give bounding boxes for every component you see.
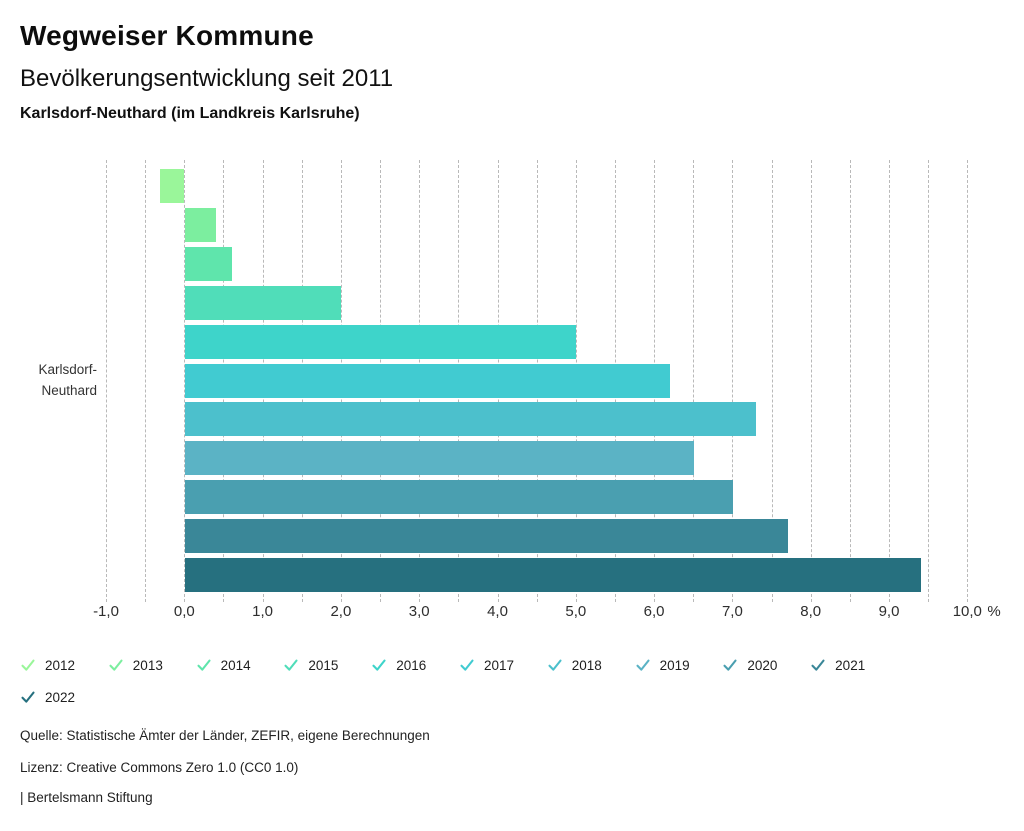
legend-row-2: 2022 — [20, 688, 108, 706]
legend-item-label: 2013 — [132, 657, 163, 673]
gridline — [145, 160, 147, 602]
legend-item-2017[interactable]: 2017 — [459, 657, 547, 673]
footer-attribution: | Bertelsmann Stiftung — [20, 790, 153, 805]
bar-2022 — [184, 558, 921, 592]
gridline — [849, 160, 851, 602]
legend-item-2012[interactable]: 2012 — [20, 657, 108, 673]
legend-row-1: 2012 2013 2014 2015 2016 2017 2018 2019 2020 2021 — [20, 656, 898, 674]
checkmark-icon — [197, 659, 211, 671]
legend-item-2022[interactable]: 2022 — [20, 689, 108, 705]
legend-item-label: 2015 — [308, 657, 339, 673]
legend-item-2019[interactable]: 2019 — [635, 657, 723, 673]
legend-item-2021[interactable]: 2021 — [810, 657, 898, 673]
x-tick-label: 8,0 — [800, 603, 822, 620]
checkmark-icon — [811, 659, 825, 671]
bar-2013 — [184, 207, 217, 242]
x-tick-label: 1,0 — [252, 603, 274, 620]
x-tick-label: 6,0 — [643, 603, 665, 620]
legend-item-label: 2017 — [483, 657, 515, 673]
legend-item-label: 2018 — [571, 657, 602, 673]
x-tick-label: 3,0 — [408, 603, 430, 620]
checkmark-icon — [548, 659, 562, 671]
legend-item-2013[interactable]: 2013 — [108, 657, 196, 673]
legend-item-label: 2019 — [659, 657, 690, 673]
bar-2017 — [184, 363, 671, 398]
legend-item-label: 2012 — [45, 657, 76, 673]
checkmark-icon — [636, 659, 650, 671]
gridline — [732, 160, 734, 602]
footer-source: Quelle: Statistische Ämter der Länder, Z… — [20, 728, 430, 743]
legend-item-label: 2014 — [220, 657, 251, 673]
checkmark-icon — [21, 659, 35, 671]
y-axis-label-line2: Neuthard — [41, 383, 97, 398]
legend-item-label: 2020 — [747, 657, 778, 673]
gridline — [889, 160, 890, 602]
legend-item-label: 2016 — [396, 657, 427, 673]
legend-item-2015[interactable]: 2015 — [283, 657, 371, 673]
y-axis-label: Karlsdorf- Neuthard — [0, 359, 97, 401]
x-tick-label: 4,0 — [487, 603, 508, 620]
bar-2019 — [184, 441, 694, 476]
checkmark-icon — [109, 659, 123, 671]
y-axis-label-line1: Karlsdorf- — [38, 362, 97, 377]
x-tick-label: 5,0 — [565, 603, 587, 620]
gridline — [967, 160, 969, 602]
footer-license: Lizenz: Creative Commons Zero 1.0 (CC0 1… — [20, 760, 299, 775]
bar-2021 — [184, 519, 788, 554]
x-tick-label: 2,0 — [330, 603, 352, 620]
x-tick-label: 9,0 — [878, 603, 900, 620]
bar-2020 — [184, 480, 733, 515]
legend-item-2020[interactable]: 2020 — [722, 657, 810, 673]
x-axis-unit: % — [987, 603, 1001, 620]
x-tick-label: 7,0 — [721, 603, 743, 620]
gridline — [693, 160, 695, 602]
checkmark-icon — [21, 691, 35, 703]
legend-item-label: 2021 — [835, 657, 866, 673]
legend-item-2016[interactable]: 2016 — [371, 657, 459, 673]
legend-item-2014[interactable]: 2014 — [196, 657, 284, 673]
bar-2014 — [184, 246, 232, 281]
checkmark-icon — [372, 659, 386, 671]
legend-item-label: 2022 — [45, 689, 76, 705]
checkmark-icon — [284, 659, 298, 671]
x-tick-label: 10,0 — [952, 603, 982, 620]
gridline — [106, 160, 107, 602]
region-label: Karlsdorf-Neuthard (im Landkreis Karlsru… — [20, 105, 360, 122]
checkmark-icon — [723, 659, 737, 671]
gridline — [928, 160, 930, 602]
bar-2015 — [184, 285, 342, 320]
x-tick-label: -1,0 — [93, 603, 119, 620]
checkmark-icon — [460, 659, 474, 671]
app-title: Wegweiser Kommune — [20, 20, 314, 51]
x-tick-label: 0,0 — [173, 603, 195, 620]
bar-2016 — [184, 324, 577, 359]
gridline — [771, 160, 773, 602]
gridline — [810, 160, 812, 602]
chart-subtitle: Bevölkerungsentwicklung seit 2011 — [20, 65, 394, 92]
legend-item-2018[interactable]: 2018 — [547, 657, 635, 673]
bar-2018 — [184, 402, 757, 437]
bar-2012 — [160, 169, 184, 203]
